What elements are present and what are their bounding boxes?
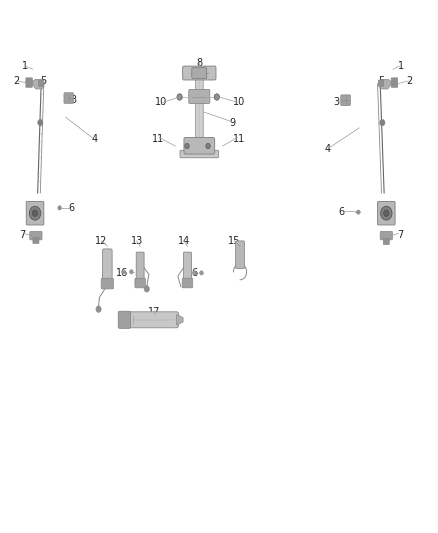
- Text: 5: 5: [40, 76, 46, 86]
- FancyBboxPatch shape: [391, 80, 398, 84]
- Text: 4: 4: [91, 134, 97, 143]
- FancyBboxPatch shape: [195, 78, 203, 144]
- FancyBboxPatch shape: [378, 80, 384, 86]
- Text: 16: 16: [187, 268, 199, 278]
- FancyBboxPatch shape: [135, 278, 145, 288]
- FancyBboxPatch shape: [101, 278, 113, 289]
- Text: 4: 4: [325, 144, 331, 154]
- FancyBboxPatch shape: [64, 93, 74, 103]
- Polygon shape: [32, 79, 44, 89]
- Circle shape: [200, 271, 203, 275]
- Text: 16: 16: [116, 268, 128, 278]
- FancyBboxPatch shape: [380, 231, 392, 240]
- Text: 2: 2: [14, 76, 20, 86]
- Polygon shape: [380, 79, 392, 89]
- FancyBboxPatch shape: [192, 68, 207, 78]
- FancyBboxPatch shape: [136, 252, 144, 284]
- Text: 10: 10: [155, 98, 167, 107]
- FancyBboxPatch shape: [30, 231, 42, 240]
- Text: 6: 6: [339, 207, 345, 217]
- FancyBboxPatch shape: [236, 241, 244, 269]
- Text: 11: 11: [233, 134, 245, 143]
- FancyBboxPatch shape: [26, 80, 32, 84]
- Text: 15: 15: [228, 236, 240, 246]
- Text: 8: 8: [196, 58, 202, 68]
- FancyBboxPatch shape: [391, 84, 398, 87]
- FancyBboxPatch shape: [118, 311, 131, 328]
- FancyBboxPatch shape: [184, 252, 191, 284]
- Text: 17: 17: [148, 307, 160, 317]
- FancyBboxPatch shape: [383, 238, 389, 245]
- Circle shape: [185, 143, 189, 149]
- Circle shape: [380, 119, 385, 126]
- Circle shape: [130, 270, 133, 274]
- FancyBboxPatch shape: [182, 278, 193, 288]
- Text: 5: 5: [378, 76, 384, 86]
- Circle shape: [122, 270, 125, 274]
- Circle shape: [29, 206, 41, 220]
- Text: 10: 10: [233, 98, 245, 107]
- Text: 12: 12: [95, 236, 108, 246]
- FancyBboxPatch shape: [180, 150, 219, 158]
- Text: 7: 7: [20, 230, 26, 239]
- Circle shape: [32, 210, 38, 216]
- Text: 7: 7: [397, 230, 403, 239]
- FancyBboxPatch shape: [26, 201, 44, 225]
- FancyBboxPatch shape: [39, 80, 44, 86]
- Text: 13: 13: [131, 236, 143, 246]
- Circle shape: [357, 210, 360, 214]
- Circle shape: [381, 206, 392, 220]
- FancyBboxPatch shape: [341, 95, 350, 106]
- Text: 3: 3: [71, 95, 77, 105]
- Circle shape: [96, 306, 101, 312]
- Text: 3: 3: [333, 98, 339, 107]
- Text: 1: 1: [22, 61, 28, 71]
- FancyBboxPatch shape: [102, 249, 112, 284]
- Circle shape: [214, 94, 219, 100]
- Circle shape: [193, 271, 196, 275]
- Circle shape: [144, 286, 149, 292]
- Text: 14: 14: [178, 236, 190, 246]
- Circle shape: [177, 94, 182, 100]
- FancyBboxPatch shape: [124, 312, 179, 328]
- Text: 9: 9: [229, 118, 235, 127]
- FancyBboxPatch shape: [391, 78, 398, 82]
- Circle shape: [38, 119, 43, 126]
- FancyBboxPatch shape: [189, 90, 210, 103]
- FancyBboxPatch shape: [33, 237, 39, 244]
- FancyBboxPatch shape: [184, 138, 215, 154]
- Text: 2: 2: [406, 76, 413, 86]
- Text: 6: 6: [68, 203, 74, 213]
- Text: 11: 11: [152, 134, 164, 143]
- FancyBboxPatch shape: [26, 78, 32, 82]
- Circle shape: [206, 143, 210, 149]
- Polygon shape: [177, 314, 183, 325]
- Circle shape: [384, 210, 389, 216]
- FancyBboxPatch shape: [183, 66, 216, 80]
- FancyBboxPatch shape: [26, 84, 32, 87]
- FancyBboxPatch shape: [378, 201, 395, 225]
- Circle shape: [58, 206, 61, 210]
- Text: 1: 1: [398, 61, 404, 71]
